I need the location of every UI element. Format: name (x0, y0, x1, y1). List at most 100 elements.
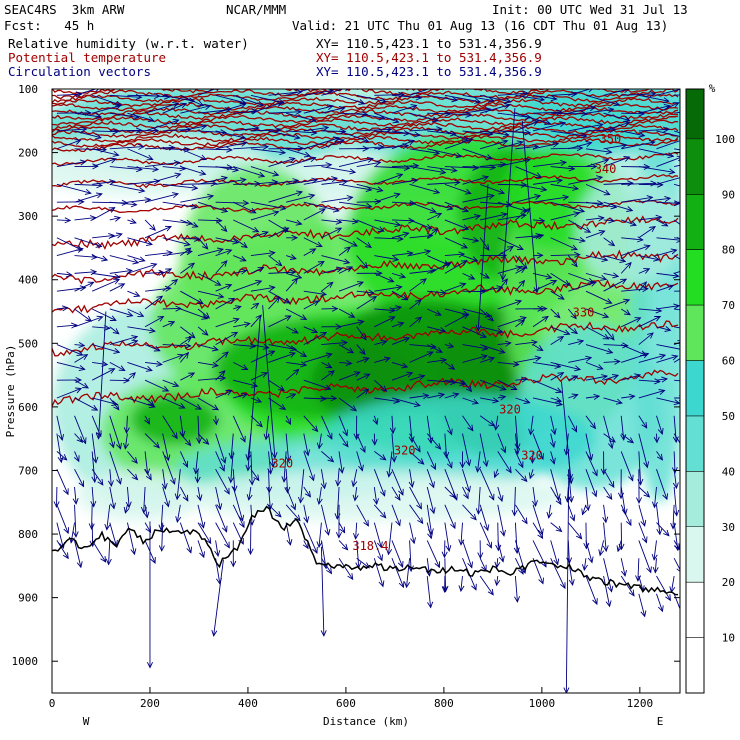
vector-arrow (286, 148, 311, 158)
vector-arrow (532, 141, 560, 150)
vector-arrow (303, 290, 328, 297)
vector-arrow (515, 339, 538, 346)
vector-arrow (303, 379, 332, 391)
vector-arrow (494, 575, 501, 587)
vector-arrow (603, 201, 634, 212)
vector-arrow (285, 326, 299, 334)
vector-arrow (144, 219, 156, 231)
vector-arrow (374, 235, 404, 242)
vector-arrow (268, 504, 282, 518)
vector-arrow (515, 94, 546, 103)
vector-arrow (497, 213, 528, 221)
vector-arrow (215, 219, 228, 233)
vector-arrow (158, 504, 165, 532)
vector-arrow (109, 415, 122, 450)
vector-arrow (356, 344, 366, 355)
vector-arrow (550, 272, 571, 286)
vector-arrow (215, 140, 248, 150)
vector-arrow (656, 376, 669, 383)
vector-arrow (567, 255, 578, 268)
colorbar-label: 90 (722, 188, 735, 201)
vector-arrow (408, 469, 415, 489)
vector-arrow (656, 451, 664, 461)
vector-arrow (356, 373, 371, 381)
vector-arrow (127, 262, 158, 274)
vector-arrow (92, 128, 120, 135)
vector-arrow (638, 316, 662, 328)
vector-arrow (603, 326, 615, 341)
vector-arrow (161, 469, 168, 490)
vector-arrow (391, 371, 414, 381)
vector-arrow (603, 298, 631, 310)
vector-arrow (515, 468, 528, 483)
vector-arrow (88, 504, 95, 531)
vector-arrow (215, 390, 233, 399)
vector-arrow (74, 281, 95, 292)
vector-arrow (356, 144, 385, 151)
vector-arrow (127, 339, 139, 346)
vector-arrow (197, 375, 227, 382)
theta-contour-label: 318.4 (352, 539, 388, 553)
vector-arrow (444, 342, 455, 349)
vector-arrow (74, 253, 98, 260)
vector-arrow (285, 415, 291, 426)
vector-arrow (144, 344, 161, 352)
y-tick-label: 400 (18, 274, 38, 287)
vector-arrow (462, 94, 495, 103)
vector-arrow (215, 331, 239, 345)
vector-arrow (444, 415, 453, 436)
vector-arrow (303, 104, 334, 114)
model-label: SEAC4RS 3km ARW (4, 2, 125, 17)
vector-arrow (475, 451, 482, 473)
vector-arrow (56, 139, 82, 150)
vector-arrow (550, 326, 571, 336)
vector-arrow (638, 281, 647, 292)
vector-arrow (391, 231, 410, 239)
vector-arrow (320, 546, 327, 637)
vector-arrow (568, 393, 579, 400)
vector-arrow (268, 145, 305, 152)
vector-arrow (391, 290, 409, 301)
vector-arrow (620, 433, 635, 444)
vector-arrow (528, 469, 535, 480)
vector-arrow (427, 148, 463, 159)
vector-arrow (386, 451, 393, 478)
vector-arrow (145, 269, 166, 276)
x-tick-label: 0 (49, 697, 56, 710)
vector-arrow (638, 522, 648, 544)
vector-arrow (621, 91, 657, 98)
vector-arrow (462, 344, 489, 351)
vector-arrow (127, 372, 136, 381)
vector-arrow (233, 219, 260, 233)
vector-arrow (91, 308, 117, 321)
vector-arrow (584, 486, 591, 512)
vector-arrow (515, 120, 540, 132)
theta-contour-label: 350 (600, 132, 622, 146)
vector-arrow (497, 433, 507, 454)
theta-line (52, 106, 679, 121)
vector-arrow (656, 284, 675, 292)
vector-arrow (321, 255, 351, 265)
vector-arrow (549, 433, 556, 449)
vector-arrow (497, 90, 530, 97)
vector-arrow (391, 177, 419, 185)
vector-arrow (391, 540, 404, 568)
vector-arrow (549, 451, 556, 465)
vector-arrow (673, 433, 680, 444)
vector-arrow (303, 201, 340, 213)
vector-arrow (356, 295, 378, 310)
vector-arrow (585, 215, 605, 222)
vector-arrow (621, 373, 642, 381)
vector-arrow (180, 433, 192, 447)
vector-arrow (656, 137, 680, 150)
vector-arrow (338, 237, 358, 247)
vector-arrow (521, 120, 540, 294)
vector-arrow (409, 166, 447, 175)
vector-arrow (550, 130, 588, 139)
vector-arrow (480, 103, 511, 114)
vector-arrow (321, 227, 343, 239)
vector-arrow (511, 486, 518, 517)
vector-arrow (162, 201, 198, 210)
vector-arrow (144, 192, 179, 203)
vector-arrow (92, 199, 129, 206)
